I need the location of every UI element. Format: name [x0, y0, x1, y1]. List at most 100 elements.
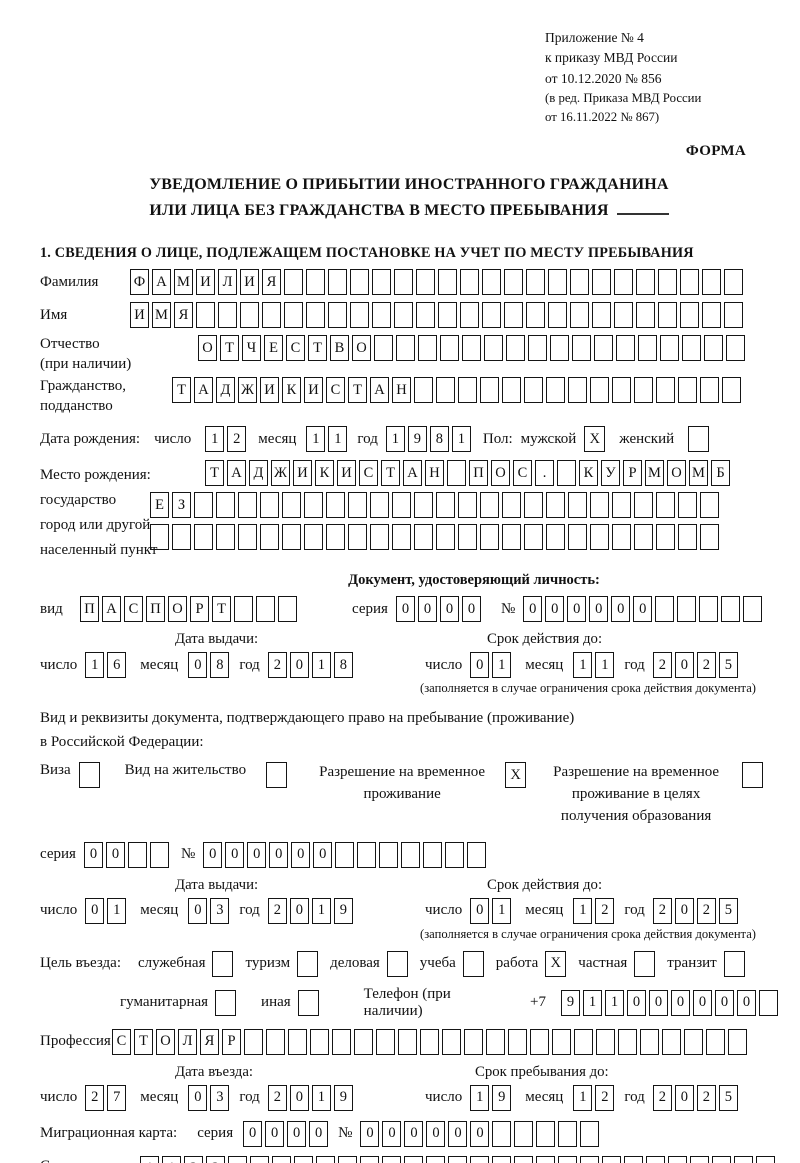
- char-cell[interactable]: [508, 1028, 527, 1055]
- char-cell[interactable]: М: [174, 269, 193, 296]
- char-cell[interactable]: А: [152, 269, 171, 296]
- char-cell[interactable]: 1: [107, 897, 127, 924]
- purpose-private-checkbox[interactable]: [634, 950, 656, 977]
- char-cell[interactable]: [482, 302, 501, 329]
- char-cell[interactable]: 1: [140, 1155, 159, 1163]
- char-cell[interactable]: [700, 524, 719, 551]
- char-cell[interactable]: С: [286, 335, 305, 362]
- char-cell[interactable]: [548, 302, 567, 329]
- char-cell[interactable]: [634, 377, 653, 404]
- char-cell[interactable]: Н: [425, 460, 444, 487]
- char-cell[interactable]: 1: [492, 897, 512, 924]
- char-cell[interactable]: [548, 269, 567, 296]
- char-cell[interactable]: Т: [220, 335, 239, 362]
- char-cell[interactable]: 2: [652, 897, 672, 924]
- char-cell[interactable]: [426, 1155, 445, 1163]
- char-cell[interactable]: 0: [567, 596, 587, 623]
- char-cell[interactable]: [328, 269, 347, 296]
- char-cell[interactable]: А: [403, 460, 422, 487]
- char-cell[interactable]: 9: [407, 426, 427, 453]
- char-cell[interactable]: [526, 302, 545, 329]
- char-cell[interactable]: Д: [249, 460, 268, 487]
- char-cell[interactable]: З: [172, 492, 191, 519]
- char-cell[interactable]: 2: [267, 1084, 287, 1111]
- char-cell[interactable]: 1: [573, 1084, 593, 1111]
- char-cell[interactable]: [260, 524, 279, 551]
- char-cell[interactable]: 0: [265, 1120, 285, 1147]
- char-cell[interactable]: С: [124, 596, 143, 623]
- char-cell[interactable]: [636, 269, 655, 296]
- char-cell[interactable]: [759, 989, 778, 1016]
- char-cell[interactable]: [262, 302, 281, 329]
- char-cell[interactable]: [420, 1028, 439, 1055]
- char-cell[interactable]: [656, 377, 675, 404]
- char-cell[interactable]: 1: [328, 426, 348, 453]
- char-cell[interactable]: Я: [174, 302, 193, 329]
- char-cell[interactable]: 2: [595, 897, 615, 924]
- char-cell[interactable]: [238, 524, 257, 551]
- char-cell[interactable]: [396, 335, 415, 362]
- char-cell[interactable]: [546, 524, 565, 551]
- char-cell[interactable]: [546, 492, 565, 519]
- char-cell[interactable]: [460, 269, 479, 296]
- char-cell[interactable]: 2: [267, 897, 287, 924]
- char-cell[interactable]: 2: [227, 426, 247, 453]
- char-cell[interactable]: Р: [222, 1028, 241, 1055]
- char-cell[interactable]: [612, 377, 631, 404]
- char-cell[interactable]: [678, 492, 697, 519]
- char-cell[interactable]: [250, 1155, 269, 1163]
- char-cell[interactable]: 0: [291, 841, 311, 868]
- char-cell[interactable]: [414, 492, 433, 519]
- char-cell[interactable]: [240, 302, 259, 329]
- char-cell[interactable]: П: [469, 460, 488, 487]
- char-cell[interactable]: 0: [188, 897, 208, 924]
- char-cell[interactable]: [702, 269, 721, 296]
- char-cell[interactable]: [734, 1155, 753, 1163]
- char-cell[interactable]: [580, 1120, 600, 1147]
- char-cell[interactable]: [574, 1028, 593, 1055]
- char-cell[interactable]: [436, 377, 455, 404]
- char-cell[interactable]: [680, 269, 699, 296]
- char-cell[interactable]: [658, 269, 677, 296]
- char-cell[interactable]: [448, 1155, 467, 1163]
- char-cell[interactable]: [514, 1120, 534, 1147]
- char-cell[interactable]: [360, 1155, 379, 1163]
- char-cell[interactable]: Ч: [242, 335, 261, 362]
- char-cell[interactable]: С: [513, 460, 532, 487]
- char-cell[interactable]: [370, 524, 389, 551]
- char-cell[interactable]: 1: [162, 1155, 181, 1163]
- char-cell[interactable]: [348, 492, 367, 519]
- char-cell[interactable]: [376, 1028, 395, 1055]
- char-cell[interactable]: [416, 269, 435, 296]
- char-cell[interactable]: [524, 377, 543, 404]
- char-cell[interactable]: [678, 377, 697, 404]
- purpose-official-checkbox[interactable]: [212, 950, 234, 977]
- char-cell[interactable]: 8: [429, 426, 449, 453]
- char-cell[interactable]: [244, 1028, 263, 1055]
- char-cell[interactable]: 3: [210, 897, 230, 924]
- char-cell[interactable]: [445, 841, 465, 868]
- char-cell[interactable]: 0: [448, 1120, 468, 1147]
- char-cell[interactable]: Ж: [238, 377, 257, 404]
- char-cell[interactable]: О: [491, 460, 510, 487]
- char-cell[interactable]: Ж: [271, 460, 290, 487]
- char-cell[interactable]: [634, 524, 653, 551]
- char-cell[interactable]: 0: [309, 1120, 329, 1147]
- char-cell[interactable]: [612, 524, 631, 551]
- char-cell[interactable]: [656, 492, 675, 519]
- char-cell[interactable]: [382, 1155, 401, 1163]
- char-cell[interactable]: [458, 492, 477, 519]
- char-cell[interactable]: М: [152, 302, 171, 329]
- char-cell[interactable]: 0: [105, 841, 125, 868]
- char-cell[interactable]: [149, 841, 169, 868]
- char-cell[interactable]: 0: [417, 596, 437, 623]
- char-cell[interactable]: А: [370, 377, 389, 404]
- char-cell[interactable]: 0: [523, 596, 543, 623]
- char-cell[interactable]: И: [304, 377, 323, 404]
- char-cell[interactable]: [536, 1120, 556, 1147]
- char-cell[interactable]: [552, 1028, 571, 1055]
- char-cell[interactable]: [127, 841, 147, 868]
- char-cell[interactable]: [530, 1028, 549, 1055]
- char-cell[interactable]: [404, 1155, 423, 1163]
- char-cell[interactable]: [394, 269, 413, 296]
